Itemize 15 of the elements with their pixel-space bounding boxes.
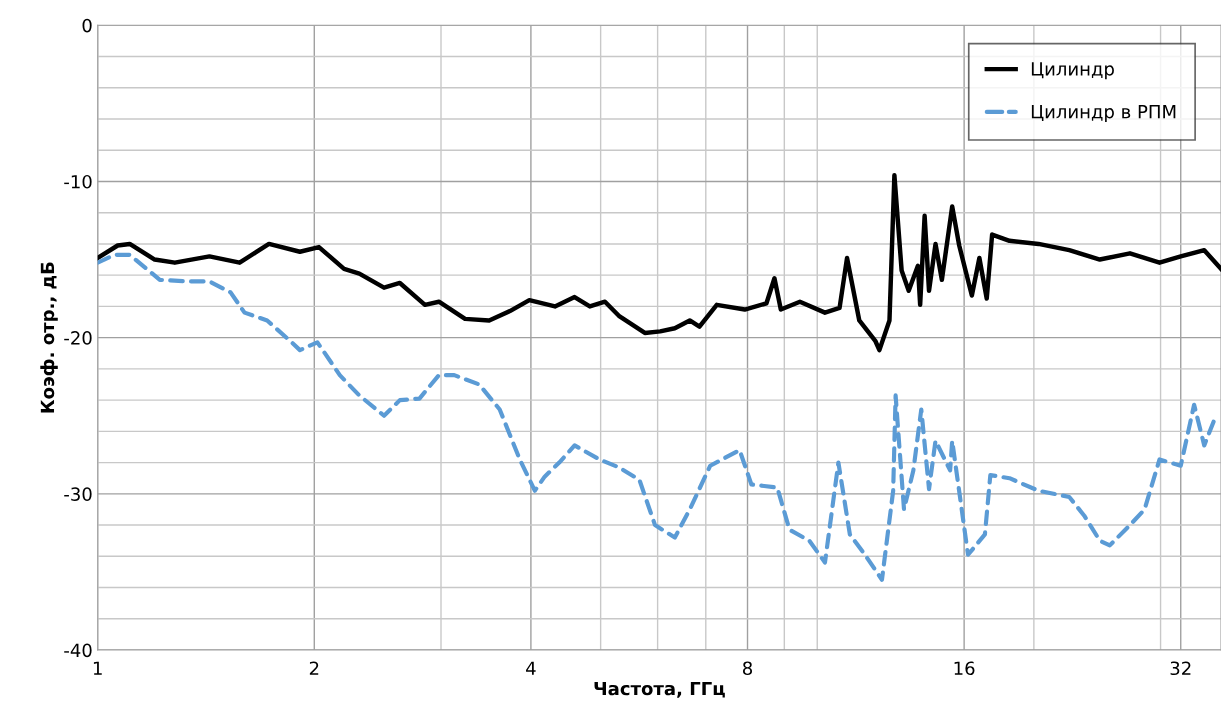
x-tick-label: 2 <box>309 661 319 675</box>
x-tick-label: 8 <box>743 661 753 676</box>
y-axis-title: Коэф. отр., дБ <box>40 262 58 413</box>
y-tick-label: -10 <box>64 174 92 189</box>
y-tick-label: 0 <box>82 18 92 33</box>
legend-label: Цилиндр в РПМ <box>1031 105 1176 122</box>
x-tick-label: 4 <box>526 661 536 675</box>
x-axis-title: Частота, ГГц <box>594 681 725 698</box>
x-tick-label: 1 <box>93 661 102 675</box>
x-tick-label: 32 <box>1170 661 1191 676</box>
y-tick-label: -20 <box>64 331 92 345</box>
y-tick-label: -40 <box>64 643 92 658</box>
y-tick-label: -30 <box>64 487 92 501</box>
x-tick-label: 16 <box>954 661 975 676</box>
legend-label: Цилиндр <box>1031 62 1114 80</box>
